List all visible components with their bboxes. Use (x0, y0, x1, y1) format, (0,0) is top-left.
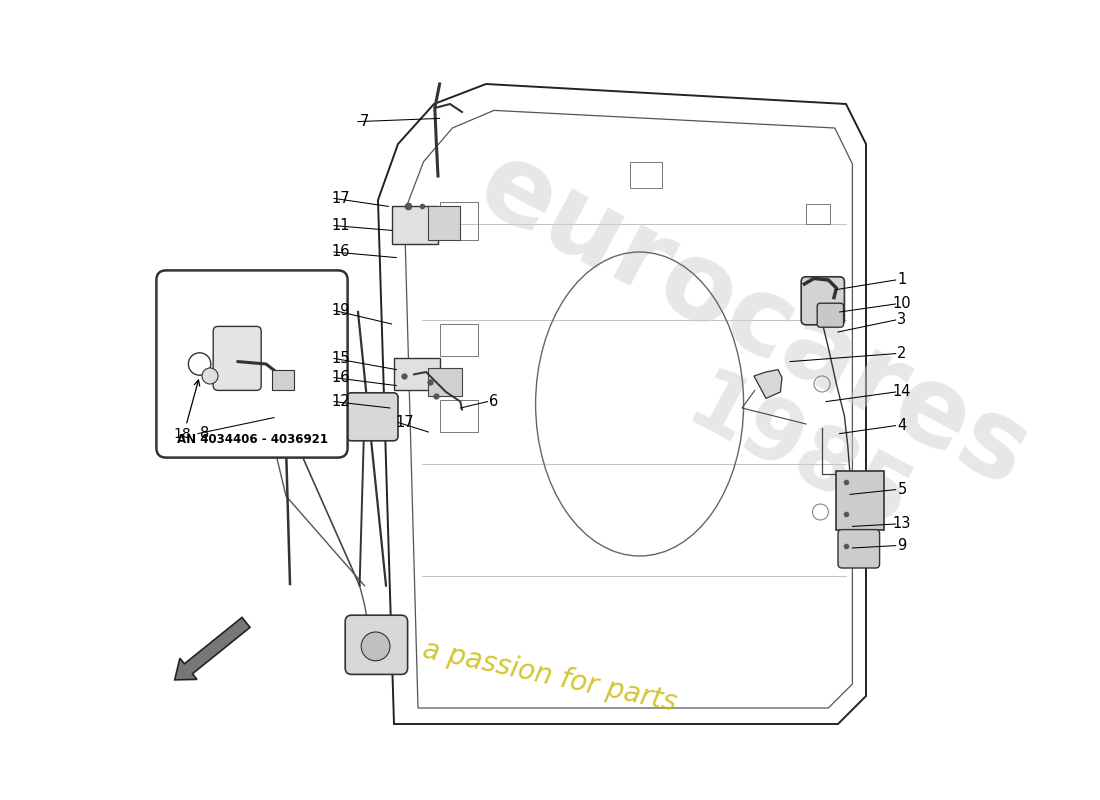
Circle shape (202, 368, 218, 384)
Text: 16: 16 (331, 370, 350, 385)
Text: 7: 7 (360, 114, 370, 129)
Polygon shape (754, 370, 782, 398)
FancyBboxPatch shape (254, 278, 311, 334)
Text: 16: 16 (331, 245, 350, 259)
FancyBboxPatch shape (213, 326, 261, 390)
Text: 18: 18 (173, 426, 191, 441)
Text: 13: 13 (893, 517, 911, 531)
FancyBboxPatch shape (801, 277, 845, 325)
Bar (440, 400, 478, 432)
FancyArrow shape (175, 618, 250, 680)
Text: 5: 5 (898, 482, 906, 497)
Bar (440, 324, 478, 356)
Text: 11: 11 (331, 218, 350, 233)
Bar (392, 206, 438, 244)
Text: 17: 17 (395, 415, 414, 430)
Text: AN 4034406 - 4036921: AN 4034406 - 4036921 (177, 433, 328, 446)
FancyBboxPatch shape (346, 393, 398, 441)
Circle shape (265, 294, 294, 322)
Bar (440, 202, 478, 240)
Bar (806, 204, 830, 224)
FancyBboxPatch shape (836, 471, 884, 530)
Text: 1: 1 (898, 273, 906, 287)
FancyBboxPatch shape (817, 303, 844, 327)
Text: 15: 15 (331, 351, 350, 366)
Bar (630, 162, 662, 188)
Text: 1985: 1985 (673, 363, 923, 549)
FancyBboxPatch shape (156, 270, 348, 458)
Text: 2: 2 (898, 346, 906, 361)
Text: 9: 9 (898, 538, 906, 553)
Text: eurocares: eurocares (461, 130, 1047, 510)
FancyBboxPatch shape (272, 370, 294, 390)
Text: a passion for parts: a passion for parts (420, 635, 680, 717)
Text: 17: 17 (331, 191, 350, 206)
Text: 10: 10 (893, 297, 911, 311)
Text: 12: 12 (331, 394, 350, 409)
Text: 4: 4 (898, 418, 906, 433)
Text: 19: 19 (331, 303, 350, 318)
Circle shape (361, 632, 390, 661)
FancyBboxPatch shape (345, 615, 408, 674)
FancyBboxPatch shape (838, 530, 880, 568)
Text: 14: 14 (893, 385, 911, 399)
Text: 6: 6 (490, 394, 498, 409)
Bar (428, 368, 462, 396)
Bar (394, 358, 440, 390)
Bar (428, 206, 461, 240)
Circle shape (188, 353, 211, 375)
Text: 3: 3 (898, 313, 906, 327)
Text: 8: 8 (200, 426, 209, 441)
